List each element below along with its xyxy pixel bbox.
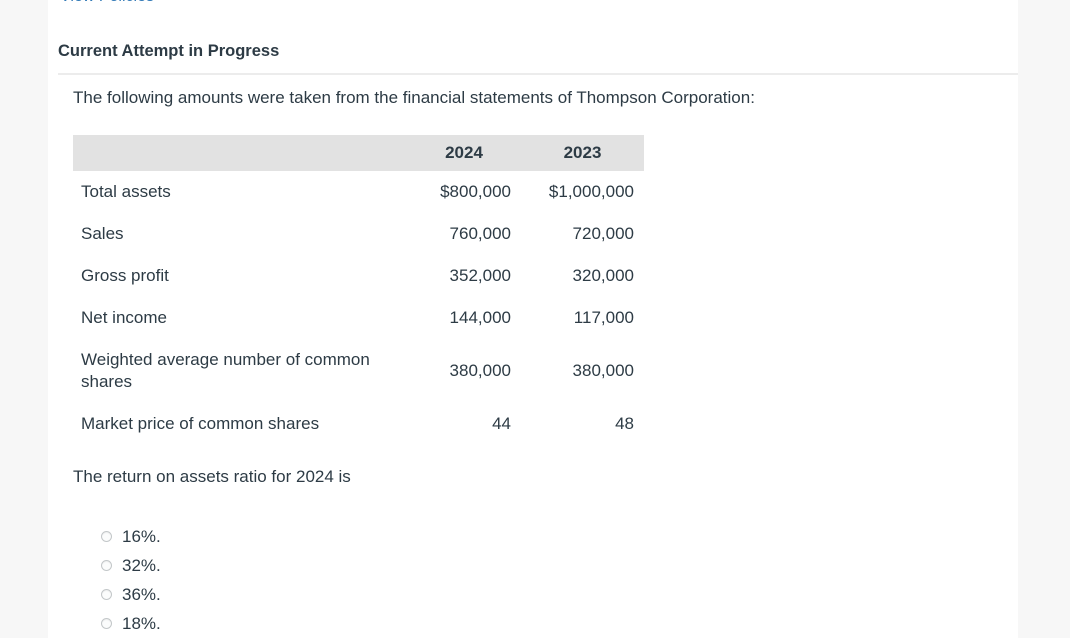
answer-option-2[interactable]: 32%.: [73, 551, 1018, 580]
row-value-2023: 320,000: [572, 266, 634, 285]
option-label[interactable]: 16%.: [122, 526, 161, 546]
radio-button-icon[interactable]: [101, 618, 112, 629]
row-label: Weighted average number of common shares: [81, 350, 370, 391]
question-body: The following amounts were taken from th…: [48, 88, 1018, 638]
row-label: Sales: [81, 224, 124, 243]
row-value-2024: 44: [492, 414, 511, 433]
row-label: Net income: [81, 308, 167, 327]
row-value-2024: 144,000: [449, 308, 511, 327]
table-header-2023: 2023: [521, 135, 644, 171]
table-header-2024: 2024: [407, 135, 521, 171]
row-value-2024: 760,000: [449, 224, 511, 243]
row-label: Market price of common shares: [81, 414, 320, 433]
row-value-2023: 117,000: [573, 308, 634, 327]
answer-option-3[interactable]: 36%.: [73, 580, 1018, 609]
row-label: Total assets: [81, 182, 171, 201]
radio-button-icon[interactable]: [101, 560, 112, 571]
table-row: Gross profit 352,000 320,000: [73, 255, 644, 297]
table-row: Net income 144,000 117,000: [73, 297, 644, 339]
row-value-2024: $800,000: [440, 182, 511, 201]
financial-statements-table: 2024 2023 Total assets $800,000 $1,000,0…: [73, 135, 644, 445]
row-value-2023: 380,000: [572, 361, 634, 380]
option-label[interactable]: 36%.: [122, 584, 161, 604]
table-header-row: 2024 2023: [73, 135, 644, 171]
table-row: Total assets $800,000 $1,000,000: [73, 171, 644, 213]
answer-options: 16%. 32%. 36%. 18%.: [73, 522, 1018, 638]
view-policies-link[interactable]: View Policies: [60, 0, 154, 6]
row-label: Gross profit: [81, 266, 169, 285]
section-divider: [58, 73, 1018, 75]
question-intro-text: The following amounts were taken from th…: [73, 88, 755, 107]
radio-button-icon[interactable]: [101, 589, 112, 600]
answer-option-4[interactable]: 18%.: [73, 609, 1018, 638]
row-value-2024: 380,000: [449, 361, 511, 380]
question-prompt-text: The return on assets ratio for 2024 is: [73, 467, 351, 486]
table-row: Market price of common shares 44 48: [73, 403, 644, 445]
section-title: Current Attempt in Progress: [58, 42, 280, 60]
row-value-2024: 352,000: [449, 266, 511, 285]
answer-option-1[interactable]: 16%.: [73, 522, 1018, 551]
row-value-2023: $1,000,000: [548, 182, 634, 201]
row-value-2023: 720,000: [572, 224, 634, 243]
table-row: Sales 760,000 720,000: [73, 213, 644, 255]
radio-button-icon[interactable]: [101, 531, 112, 542]
table-header-empty: [73, 135, 407, 171]
option-label[interactable]: 32%.: [122, 555, 161, 575]
option-label[interactable]: 18%.: [122, 613, 161, 633]
table-row: Weighted average number of common shares…: [73, 339, 644, 403]
attempt-card: View Policies Current Attempt in Progres…: [48, 0, 1018, 638]
row-value-2023: 48: [615, 414, 634, 433]
